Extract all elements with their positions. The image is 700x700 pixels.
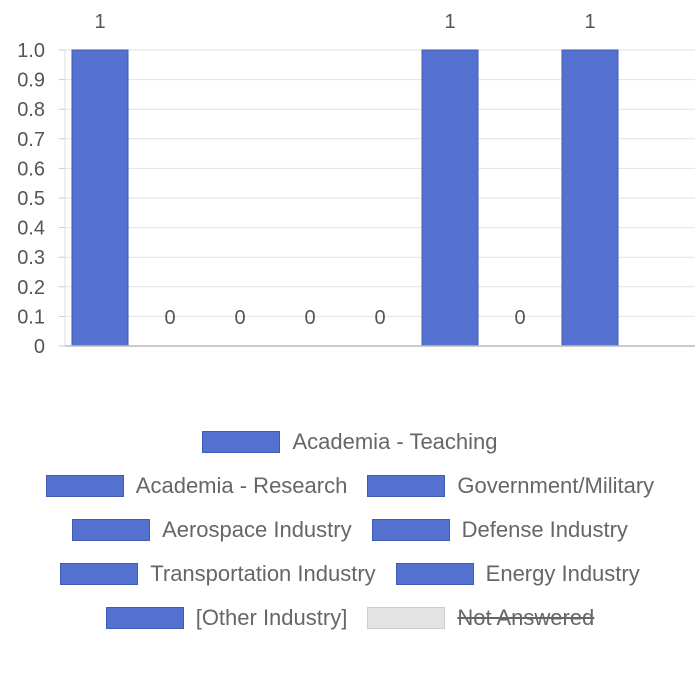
- data-labels: 1 0 0 0 0 1 0 1: [94, 11, 595, 329]
- legend-swatch: [371, 519, 450, 541]
- legend-label: Energy Industry: [485, 561, 640, 586]
- legend-item-academia-teaching[interactable]: Academia - Teaching: [202, 429, 498, 455]
- data-label: 1: [584, 11, 595, 33]
- y-tick-label: 1.0: [17, 40, 45, 62]
- legend-swatch: [72, 519, 151, 541]
- legend-swatch: [367, 607, 446, 629]
- y-tick-label: 0.8: [17, 99, 45, 121]
- data-label: 1: [444, 11, 455, 33]
- bar[interactable]: [421, 49, 479, 347]
- y-tick-label: 0: [34, 336, 45, 358]
- y-tick-label: 0.3: [17, 247, 45, 269]
- legend-row: [Other Industry] Not Answered: [0, 596, 700, 640]
- legend-swatch: [395, 563, 474, 585]
- y-axis-ticks: 0 0.1 0.2 0.3 0.4 0.5 0.6 0.7 0.8 0.9 1.0: [17, 40, 45, 358]
- legend-item-defense-industry[interactable]: Defense Industry: [371, 517, 628, 543]
- legend-swatch: [367, 475, 446, 497]
- legend-label: Aerospace Industry: [162, 517, 352, 542]
- legend-item-transportation-industry[interactable]: Transportation Industry: [60, 561, 376, 587]
- y-tick-label: 0.6: [17, 158, 45, 180]
- y-tick-label: 0.9: [17, 70, 45, 92]
- legend-label: [Other Industry]: [195, 605, 348, 630]
- legend-row: Transportation Industry Energy Industry: [0, 552, 700, 596]
- legend-label: Transportation Industry: [150, 561, 376, 586]
- bar[interactable]: [561, 49, 619, 347]
- legend-row: Aerospace Industry Defense Industry: [0, 508, 700, 552]
- legend-label: Academia - Research: [135, 473, 348, 498]
- data-label: 1: [94, 11, 105, 33]
- legend-label: Defense Industry: [461, 517, 628, 542]
- data-label: 0: [514, 307, 525, 329]
- legend-label: Academia - Teaching: [292, 429, 498, 454]
- legend: Academia - Teaching Academia - Research …: [0, 420, 700, 640]
- legend-swatch: [60, 563, 139, 585]
- data-label: 0: [304, 307, 315, 329]
- legend-row: Academia - Research Government/Military: [0, 464, 700, 508]
- legend-swatch: [45, 475, 124, 497]
- legend-item-aerospace-industry[interactable]: Aerospace Industry: [72, 517, 352, 543]
- data-label: 0: [374, 307, 385, 329]
- y-tick-label: 0.5: [17, 188, 45, 210]
- legend-swatch: [105, 607, 184, 629]
- data-label: 0: [164, 307, 175, 329]
- legend-item-other-industry[interactable]: [Other Industry]: [105, 605, 348, 631]
- y-tick-label: 0.4: [17, 218, 45, 240]
- y-tick-label: 0.1: [17, 306, 45, 328]
- legend-row: Academia - Teaching: [0, 420, 700, 464]
- data-label: 0: [234, 307, 245, 329]
- legend-item-not-answered[interactable]: Not Answered: [367, 605, 594, 631]
- y-tick-label: 0.7: [17, 129, 45, 151]
- bar[interactable]: [71, 49, 129, 347]
- legend-label: Government/Military: [457, 473, 655, 498]
- legend-item-government-military[interactable]: Government/Military: [367, 473, 654, 499]
- y-tick-label: 0.2: [17, 277, 45, 299]
- bars: [71, 49, 619, 347]
- bar-chart: 0 0.1 0.2 0.3 0.4 0.5 0.6 0.7 0.8 0.9 1.0 1 0 0 0 0 1 0 1: [17, 11, 695, 358]
- legend-swatch: [202, 431, 281, 453]
- legend-label: Not Answered: [457, 605, 595, 630]
- legend-item-energy-industry[interactable]: Energy Industry: [395, 561, 640, 587]
- legend-item-academia-research[interactable]: Academia - Research: [45, 473, 348, 499]
